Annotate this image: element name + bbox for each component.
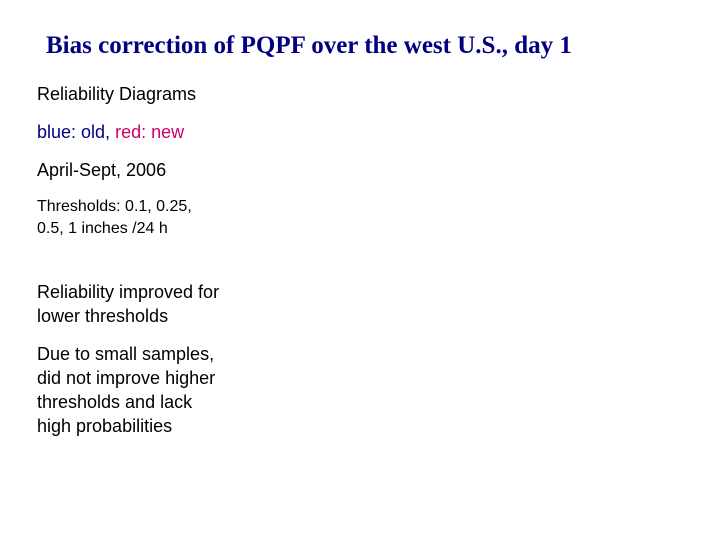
- limitation-text: Due to small samples, did not improve hi…: [37, 342, 297, 438]
- legend-old-label: blue: old,: [37, 122, 111, 142]
- limitation-line-2: did not improve higher: [37, 368, 216, 388]
- improvement-line-2: lower thresholds: [37, 306, 169, 326]
- limitation-line-3: thresholds and lack: [37, 392, 193, 412]
- slide-body: Reliability Diagrams blue: old, red: new…: [37, 82, 297, 438]
- thresholds-line-1: Thresholds: 0.1, 0.25,: [37, 198, 192, 215]
- improvement-text: Reliability improved for lower threshold…: [37, 280, 297, 328]
- slide-title: Bias correction of PQPF over the west U.…: [46, 32, 572, 59]
- reliability-diagrams-text: Reliability Diagrams: [37, 84, 197, 104]
- thresholds-text: Thresholds: 0.1, 0.25, 0.5, 1 inches /24…: [37, 196, 297, 240]
- thresholds-line-2: 0.5, 1 inches /24 h: [37, 220, 168, 237]
- period-text: April-Sept, 2006: [37, 160, 167, 180]
- limitation-line-1: Due to small samples,: [37, 344, 215, 364]
- color-legend-text: blue: old, red: new: [37, 120, 297, 144]
- legend-new-label: red: new: [115, 122, 185, 142]
- improvement-line-1: Reliability improved for: [37, 282, 220, 302]
- limitation-line-4: high probabilities: [37, 416, 173, 436]
